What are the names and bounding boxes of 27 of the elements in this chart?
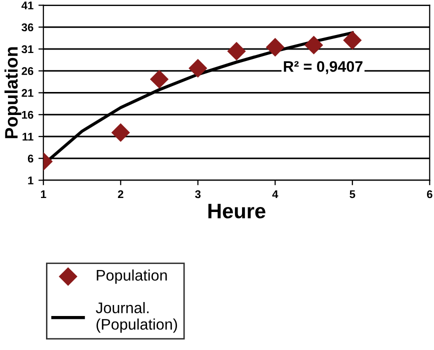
point bbox=[343, 30, 362, 50]
x-tick-label: 4 bbox=[272, 190, 278, 198]
legend-label: Journal. (Population) bbox=[96, 302, 178, 333]
y-tick-label: 1 bbox=[28, 176, 34, 184]
point bbox=[227, 42, 246, 61]
y-tick-label: 26 bbox=[22, 67, 34, 76]
y-tick-label: 21 bbox=[22, 89, 34, 97]
x-axis-title: Heure bbox=[208, 204, 266, 218]
x-tick-label: 1 bbox=[41, 190, 46, 198]
legend-label: Population bbox=[96, 269, 167, 284]
y-tick-label: 36 bbox=[22, 23, 34, 32]
annotation: R² = 0,9407 bbox=[284, 61, 362, 74]
point bbox=[150, 70, 169, 89]
point bbox=[111, 123, 130, 142]
y-tick-label: 16 bbox=[22, 110, 34, 119]
point bbox=[188, 58, 208, 78]
x-tick-label: 6 bbox=[426, 190, 432, 198]
y-tick-label: 6 bbox=[28, 154, 34, 163]
x-tick-label: 5 bbox=[350, 190, 356, 198]
y-axis-title: Population bbox=[4, 47, 22, 138]
point bbox=[266, 38, 284, 57]
x-tick-label: 3 bbox=[195, 190, 201, 198]
point bbox=[304, 36, 324, 54]
y-tick-label: 11 bbox=[22, 132, 34, 141]
y-tick-label: 41 bbox=[21, 2, 34, 10]
y-tick-label: 31 bbox=[22, 45, 34, 54]
x-tick-label: 2 bbox=[118, 190, 124, 198]
